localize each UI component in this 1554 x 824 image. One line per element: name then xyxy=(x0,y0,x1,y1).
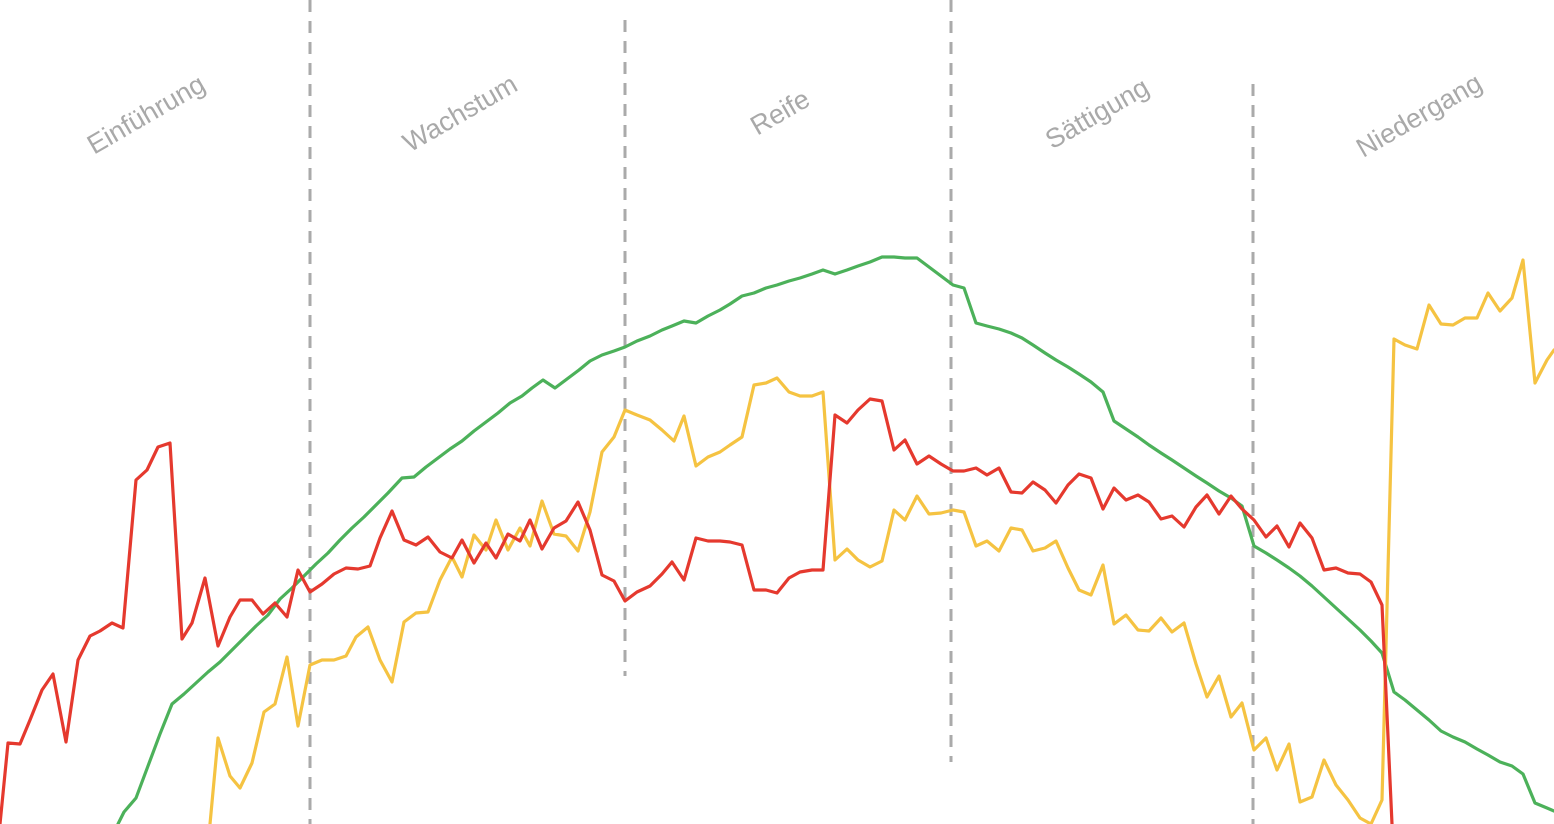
phase-label: Niedergang xyxy=(1351,67,1487,163)
phase-dividers xyxy=(308,0,1255,824)
series-line xyxy=(116,255,1554,824)
phase-label: Wachstum xyxy=(398,69,523,158)
series-line xyxy=(0,397,1394,824)
series-line xyxy=(208,258,1554,824)
phase-label: Sättigung xyxy=(1040,72,1154,155)
phase-label: Reife xyxy=(745,84,815,141)
phase-label: Einführung xyxy=(82,69,210,160)
